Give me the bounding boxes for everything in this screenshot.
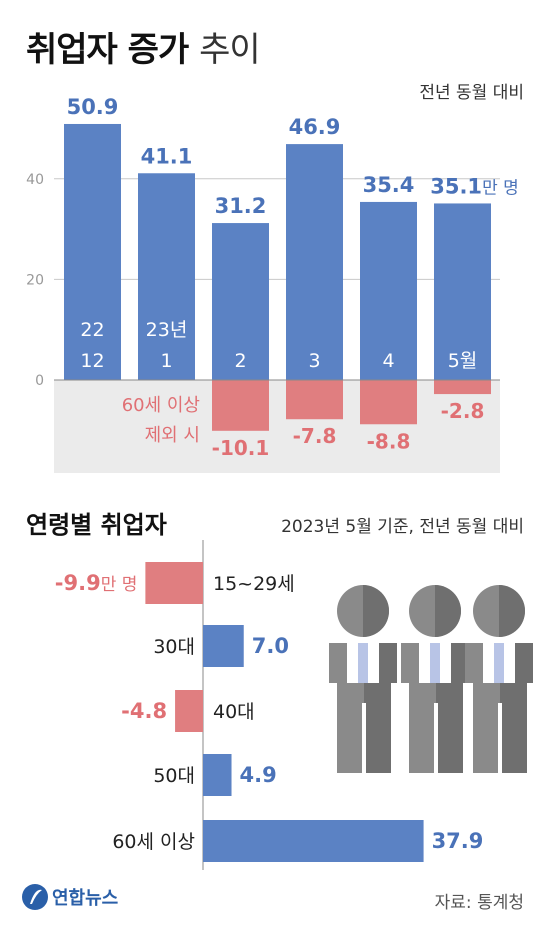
age-bar [145,562,203,604]
value-label-number: 35.4 [363,173,415,197]
x-category-label: 22 [80,319,104,341]
x-category-label: 1 [160,350,172,372]
exclusion-note: 제외 시 [145,425,200,446]
y-tick-label: 0 [35,373,44,389]
value-label: 35.4 [363,173,415,197]
exclusion-value-label: -10.1 [212,436,270,460]
value-label: 35.1만 명 [430,174,519,198]
exclusion-panel [54,380,500,473]
monthly-employment-chart: 0 20 40 50.9 22 12 41.1 23년 1 31.2 2 -10.1 46.9 3 -7.8… [26,95,519,473]
age-category-label: 30대 [153,636,195,658]
workers-illustration [329,585,533,773]
person-icon [329,585,397,773]
value-label: 50.9 [67,95,119,119]
age-category-label: 15~29세 [213,573,295,595]
bar [286,144,343,380]
age-value-label: 37.9 [432,829,484,853]
exclusion-bar [286,380,343,420]
exclusion-note: 60세 이상 [122,395,200,416]
exclusion-value-label: -7.8 [293,424,337,448]
age-chart-subtitle: 2023년 5월 기준, 전년 동월 대비 [281,517,524,537]
age-bar [203,625,244,667]
bar [64,123,121,381]
exclusion-bar [434,380,491,395]
age-bar [203,820,424,862]
person-icon [401,585,469,773]
bar [360,201,417,380]
logo-text: 연합뉴스 [52,888,119,909]
chart-subtitle: 전년 동월 대비 [419,83,524,103]
exclusion-bar [360,380,417,425]
age-value-number: -9.9 [55,571,101,595]
yonhap-logo: 연합뉴스 [22,884,118,910]
y-tick-label: 20 [26,272,44,288]
y-tick-label: 40 [26,172,44,188]
value-label: 46.9 [289,115,341,139]
bar [138,173,195,380]
age-category-label: 60세 이상 [112,831,195,853]
person-icon [465,585,533,773]
age-value-label: -4.8 [121,699,167,723]
exclusion-value-label: -2.8 [441,399,485,423]
age-value-number: -4.8 [121,699,167,723]
value-label-number: 35.1 [430,174,482,198]
x-category-label: 5월 [448,350,478,372]
value-label-number: 31.2 [215,194,267,218]
x-category-label: 3 [308,350,320,372]
x-category-label: 2 [234,350,246,372]
age-category-label: 40대 [213,701,255,723]
value-unit: 만 명 [482,178,519,198]
title-bold: 취업자 증가 [26,30,189,70]
age-bar [175,690,203,732]
age-value-unit: 만 명 [101,575,138,595]
x-category-label: 23년 [146,319,188,341]
age-value-label: 4.9 [240,763,277,787]
exclusion-value-label: -8.8 [367,429,411,453]
age-employment-chart: 15~29세 -9.9만 명 30대 7.0 40대 -4.8 50대 4.9 60세 이상 37… [55,540,484,870]
age-value-label: -9.9만 명 [55,571,138,595]
yonhap-logo-icon [22,884,48,910]
bar [212,223,269,380]
x-category-label: 4 [382,350,394,372]
source-note: 자료: 통계청 [434,893,524,913]
value-label: 41.1 [141,144,193,168]
value-label-number: 46.9 [289,115,341,139]
value-label-number: 50.9 [67,95,119,119]
chart-title: 취업자 증가 추이 [26,22,261,71]
bar [434,203,491,380]
age-category-label: 50대 [153,765,195,787]
age-bar [203,754,232,796]
x-category-label: 12 [80,350,104,372]
title-light: 추이 [199,30,261,70]
value-label: 31.2 [215,194,267,218]
age-value-label: 7.0 [252,634,289,658]
age-chart-title: 연령별 취업자 [26,511,167,539]
exclusion-bar [212,380,269,431]
value-label-number: 41.1 [141,144,193,168]
